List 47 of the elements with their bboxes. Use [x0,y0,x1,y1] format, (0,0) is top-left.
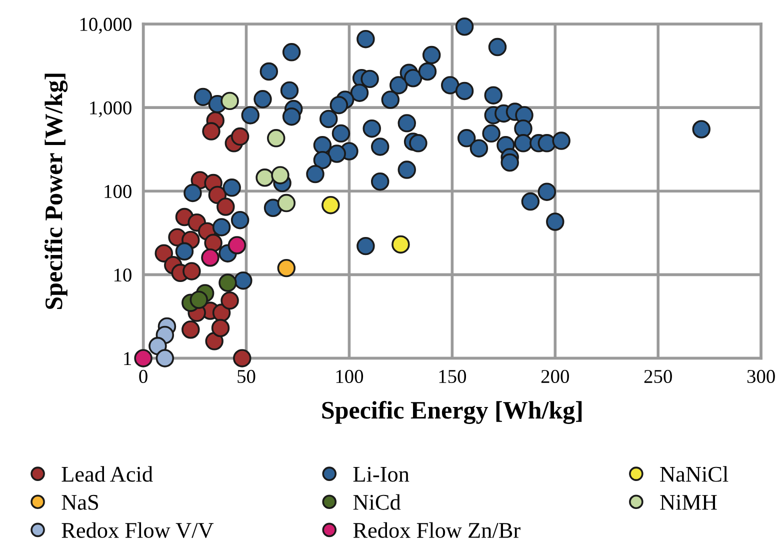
legend-label: Li-Ion [353,466,410,482]
point [182,320,200,339]
legend-label: Redox Flow Zn/Br [353,522,520,538]
x-tick-label: 50 [238,370,256,384]
x-tick-label: 150 [439,370,466,384]
point [322,196,340,214]
x-axis-title: Specific Energy [Wh/kg] [322,400,582,424]
point [220,92,239,110]
point [271,166,290,184]
point [205,332,224,350]
point [228,236,246,254]
x-tick-label: 0 [139,370,148,384]
x-tick-label: 100 [336,370,364,384]
legend-label: NiCd [353,494,401,510]
y-tick-label: 1,000 [90,101,132,118]
legend-label: NaS [62,494,98,510]
x-tick-label: 300 [747,370,775,384]
point [216,198,235,216]
x-tick-label: 250 [644,370,672,384]
point [202,122,220,140]
legend-label: NiMH [660,494,717,510]
point [277,194,296,212]
point [230,127,250,146]
legend-label: NaNiCl [660,466,728,482]
point [220,291,239,310]
point [201,248,220,267]
y-tick-label: 10,000 [80,18,132,34]
point [154,244,174,262]
point [277,258,296,278]
point [233,349,252,368]
point [182,262,201,280]
y-tick-label: 10 [114,268,132,282]
point [190,290,208,309]
point [266,129,286,148]
point [134,349,152,368]
point [204,234,222,252]
legend-label: Redox Flow V/V [62,522,214,538]
y-axis-title: Specific Power [W/kg] [44,74,68,309]
legend-label: Lead Acid [62,466,153,482]
point [211,318,230,338]
point [156,349,174,368]
x-tick-label: 200 [541,370,569,384]
y-tick-label: 100 [104,184,132,198]
point [218,274,237,292]
point [392,235,410,254]
y-tick-label: 1 [124,352,132,365]
point [256,168,274,187]
